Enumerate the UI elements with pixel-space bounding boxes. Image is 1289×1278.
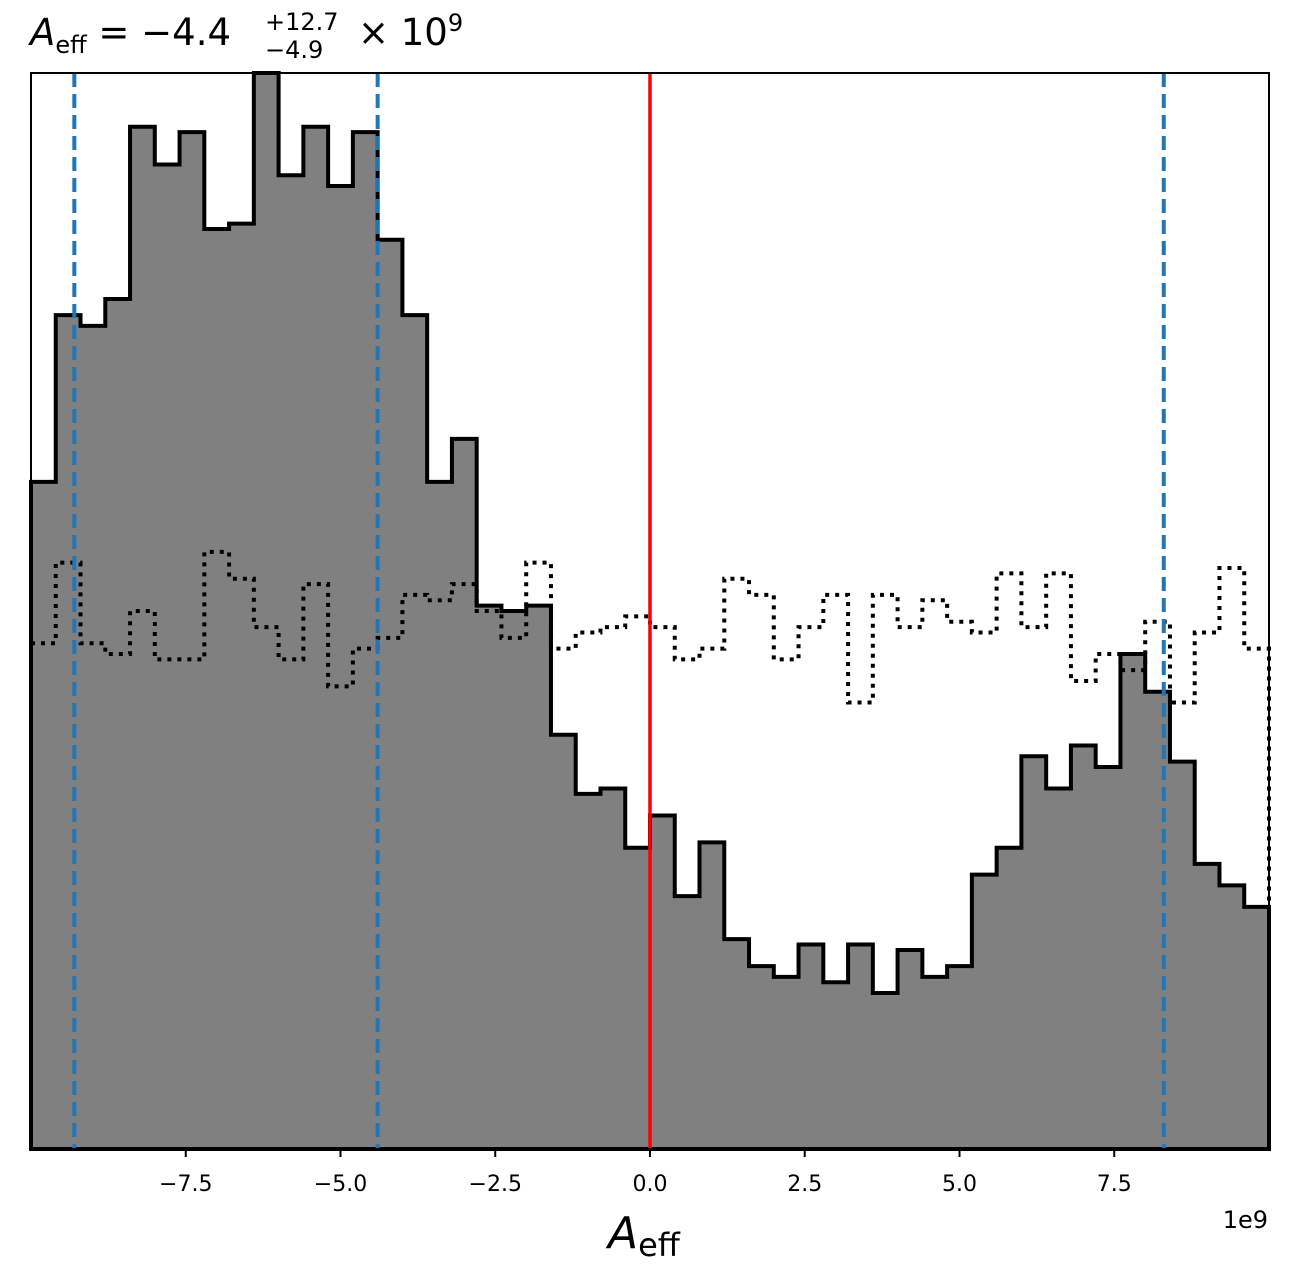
title-upper-error: +12.7 — [265, 8, 339, 36]
x-axis-label: Aeff — [605, 1208, 681, 1264]
title-lower-error: −4.9 — [265, 36, 323, 64]
title-symbol: A — [28, 11, 55, 54]
x-tick-label: 0.0 — [633, 1172, 668, 1197]
x-axis-label-subscript: eff — [638, 1226, 681, 1264]
dotted-histogram — [31, 549, 1271, 1149]
title-subscript: eff — [55, 31, 87, 59]
x-tick-label: −7.5 — [159, 1172, 212, 1197]
x-tick-label: 2.5 — [787, 1172, 822, 1197]
x-axis-ticks: −7.5 −5.0 −2.5 0.0 2.5 5.0 7.5 — [159, 1149, 1132, 1197]
title-exponent: 9 — [448, 9, 463, 37]
x-tick-label: 7.5 — [1097, 1172, 1132, 1197]
x-axis-label-symbol: A — [605, 1208, 638, 1259]
reference-lines — [72, 73, 1166, 1149]
filled-histogram-area — [31, 73, 1269, 1149]
title-multiplier: × 109 — [358, 9, 463, 54]
title-equals: = — [87, 11, 142, 54]
x-tick-label: −5.0 — [314, 1172, 367, 1197]
x-axis-offset-label: 1e9 — [1223, 1206, 1268, 1234]
title-times: × 10 — [358, 11, 448, 54]
title-value: −4.4 — [141, 11, 231, 54]
x-tick-label: −2.5 — [469, 1172, 522, 1197]
x-tick-label: 5.0 — [942, 1172, 977, 1197]
chart-title: Aeff = −4.4 — [28, 11, 231, 59]
plot-area: −7.5 −5.0 −2.5 0.0 2.5 5.0 7.5 — [29, 71, 1271, 1197]
